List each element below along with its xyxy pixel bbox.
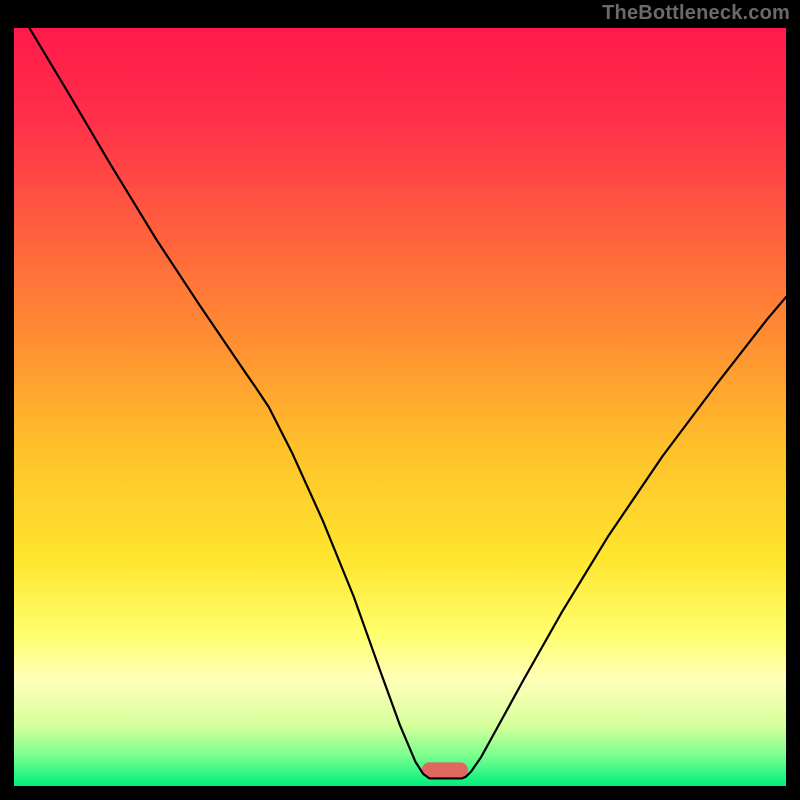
plot-area: [14, 28, 786, 786]
bottleneck-curve: [14, 28, 786, 786]
plot: [14, 28, 786, 786]
canvas: TheBottleneck.com: [0, 0, 800, 800]
curve-path: [29, 28, 786, 778]
attribution-text: TheBottleneck.com: [602, 2, 790, 25]
